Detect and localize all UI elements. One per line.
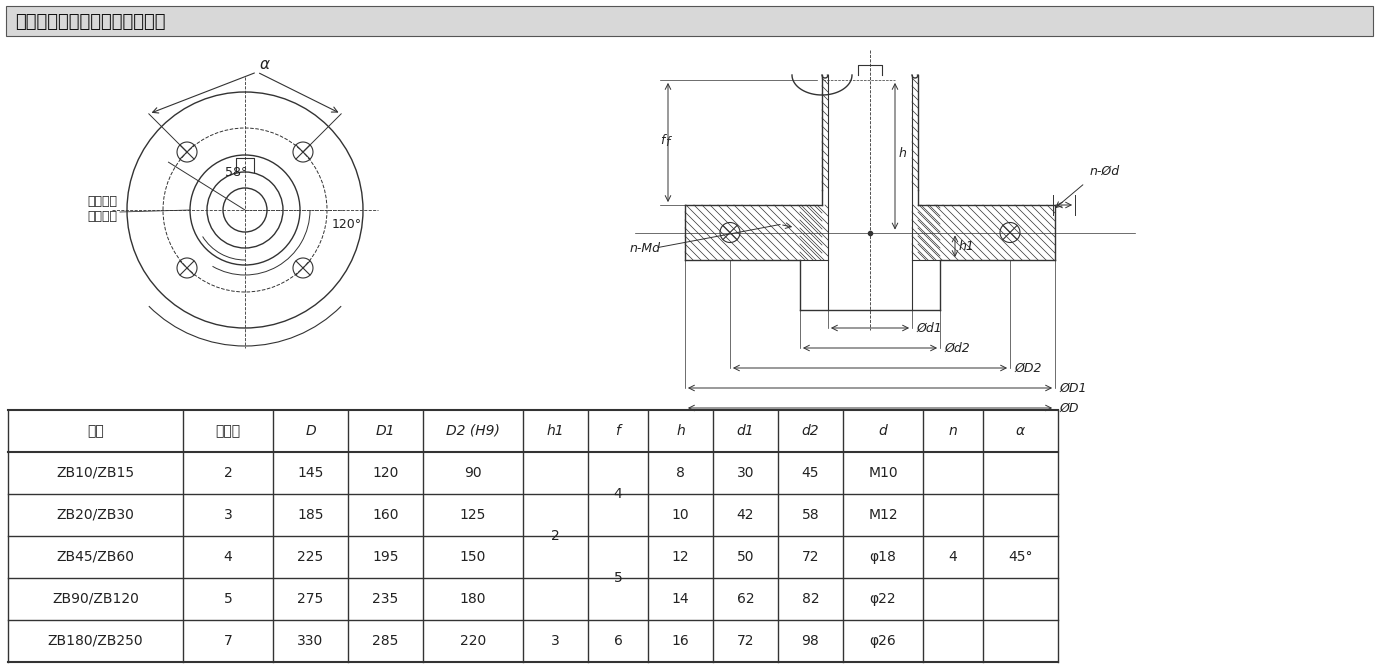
Text: d2: d2: [801, 424, 819, 438]
Text: 4: 4: [223, 550, 233, 564]
Text: 125: 125: [459, 508, 487, 522]
Text: 30: 30: [736, 466, 754, 480]
Text: 16: 16: [672, 634, 690, 648]
Text: 2: 2: [223, 466, 233, 480]
Text: d: d: [878, 424, 887, 438]
Text: φ18: φ18: [870, 550, 896, 564]
Text: n-Ød: n-Ød: [1089, 165, 1120, 178]
Text: ØD1: ØD1: [1059, 382, 1087, 394]
Text: 45: 45: [801, 466, 819, 480]
Text: 72: 72: [736, 634, 754, 648]
Text: ZB90/ZB120: ZB90/ZB120: [52, 592, 139, 606]
Text: φ22: φ22: [870, 592, 896, 606]
Text: D: D: [305, 424, 316, 438]
Text: 10: 10: [672, 508, 690, 522]
Text: h1: h1: [546, 424, 564, 438]
Text: α: α: [261, 57, 270, 72]
Text: 3: 3: [552, 634, 560, 648]
Text: 12: 12: [672, 550, 690, 564]
Text: 220: 220: [459, 634, 487, 648]
Text: α: α: [1016, 424, 1025, 438]
Text: 58°: 58°: [225, 165, 247, 178]
Text: f: f: [659, 133, 665, 147]
Text: n-Md: n-Md: [630, 242, 661, 256]
Text: 与阀门连接的结构示意图及尺寸: 与阀门连接的结构示意图及尺寸: [15, 13, 165, 31]
Text: 45°: 45°: [1008, 550, 1033, 564]
Bar: [6, 6, 1373, 36]
Text: 3: 3: [223, 508, 233, 522]
Text: 90: 90: [465, 466, 481, 480]
Text: 160: 160: [372, 508, 399, 522]
Text: f: f: [666, 136, 670, 149]
Text: 235: 235: [372, 592, 399, 606]
Text: 与螺杆轴: 与螺杆轴: [87, 195, 117, 208]
Text: 275: 275: [298, 592, 324, 606]
Text: ZB10/ZB15: ZB10/ZB15: [57, 466, 135, 480]
Text: 62: 62: [736, 592, 754, 606]
Text: n: n: [949, 424, 957, 438]
Text: 98: 98: [801, 634, 819, 648]
Text: h: h: [899, 147, 907, 161]
Text: 2: 2: [552, 529, 560, 543]
Text: ØD: ØD: [1059, 402, 1078, 414]
Text: 42: 42: [736, 508, 754, 522]
Text: Ød1: Ød1: [916, 322, 942, 334]
Text: 6: 6: [614, 634, 622, 648]
Text: 145: 145: [298, 466, 324, 480]
Text: 185: 185: [298, 508, 324, 522]
Text: 180: 180: [459, 592, 487, 606]
Text: 8: 8: [676, 466, 685, 480]
Text: 法兰号: 法兰号: [215, 424, 240, 438]
Text: 58: 58: [801, 508, 819, 522]
Text: f: f: [615, 424, 621, 438]
Text: 225: 225: [298, 550, 324, 564]
Text: 5: 5: [614, 571, 622, 585]
Text: ZB180/ZB250: ZB180/ZB250: [48, 634, 143, 648]
Text: 14: 14: [672, 592, 690, 606]
Text: 7: 7: [223, 634, 233, 648]
Text: 195: 195: [372, 550, 399, 564]
Text: 72: 72: [801, 550, 819, 564]
Text: 120°: 120°: [332, 218, 363, 232]
Text: 4: 4: [949, 550, 957, 564]
Text: 82: 82: [801, 592, 819, 606]
Text: h: h: [676, 424, 685, 438]
Text: 型号: 型号: [87, 424, 103, 438]
Text: 50: 50: [736, 550, 754, 564]
Text: ZB45/ZB60: ZB45/ZB60: [57, 550, 135, 564]
Text: 4: 4: [614, 487, 622, 501]
Text: 120: 120: [372, 466, 399, 480]
Text: M12: M12: [869, 508, 898, 522]
Text: 150: 150: [459, 550, 487, 564]
Text: D2 (H9): D2 (H9): [445, 424, 501, 438]
Text: d1: d1: [736, 424, 754, 438]
Text: M10: M10: [869, 466, 898, 480]
Text: 330: 330: [298, 634, 324, 648]
Text: D1: D1: [375, 424, 396, 438]
Text: 5: 5: [223, 592, 233, 606]
Text: φ26: φ26: [870, 634, 896, 648]
Text: h1: h1: [958, 240, 975, 253]
Text: 心线平行: 心线平行: [87, 210, 117, 223]
Text: ØD2: ØD2: [1014, 362, 1041, 374]
Text: Ød2: Ød2: [945, 342, 969, 354]
Text: 285: 285: [372, 634, 399, 648]
Text: ZB20/ZB30: ZB20/ZB30: [57, 508, 134, 522]
